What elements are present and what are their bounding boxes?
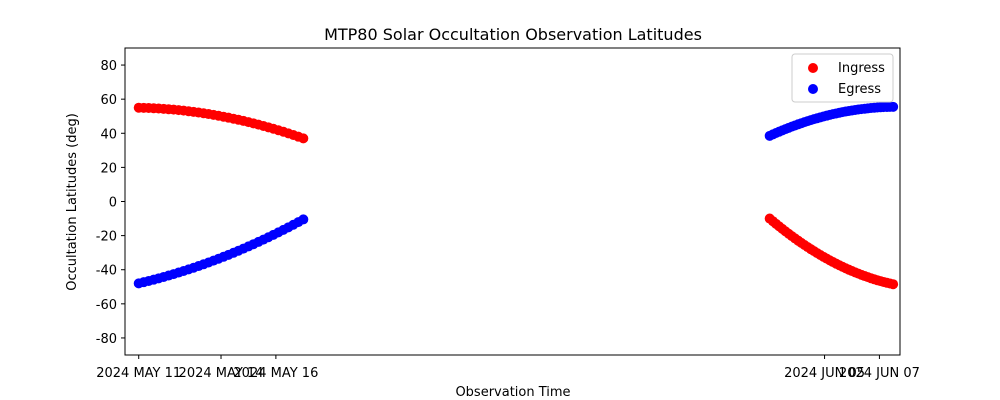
x-tick-label-4: 2024 JUN 07 [839, 366, 920, 381]
y-tick-label-7: 60 [100, 93, 117, 108]
plot-marks [133, 101, 899, 290]
x-axis-label: Observation Time [455, 385, 570, 400]
y-tick-label-0: -80 [96, 332, 117, 347]
chart-title: MTP80 Solar Occultation Observation Lati… [324, 25, 702, 44]
y-tick-label-6: 40 [100, 127, 117, 142]
y-tick-label-2: -40 [96, 264, 117, 279]
point-ingress-1-39 [888, 279, 899, 290]
legend-marker-ingress [808, 63, 818, 73]
legend: Ingress Egress [791, 53, 894, 103]
x-tick-label-0: 2024 MAY 11 [96, 366, 181, 381]
point-egress-1-39 [888, 101, 899, 112]
y-tick-label-1: -60 [96, 298, 117, 313]
legend-label-egress: Egress [838, 82, 881, 97]
y-tick-label-8: 80 [100, 59, 117, 74]
legend-label-ingress: Ingress [838, 61, 885, 76]
y-axis-label: Occultation Latitudes (deg) [65, 113, 80, 291]
legend-marker-egress [808, 84, 818, 94]
plot-frame [124, 47, 901, 356]
point-ingress-0-33 [298, 133, 309, 144]
x-tick-label-1: 2024 MAY 14 [179, 366, 264, 381]
y-tick-label-5: 20 [100, 161, 117, 176]
y-tick-label-3: -20 [96, 230, 117, 245]
point-egress-0-33 [298, 214, 309, 225]
y-axis: -80 -60 -40 -20 0 20 40 60 80 [96, 59, 125, 347]
y-tick-label-4: 0 [109, 196, 117, 211]
x-tick-label-2: 2024 MAY 16 [233, 366, 318, 381]
x-tick-label-3: 2024 JUN 05 [784, 366, 865, 381]
